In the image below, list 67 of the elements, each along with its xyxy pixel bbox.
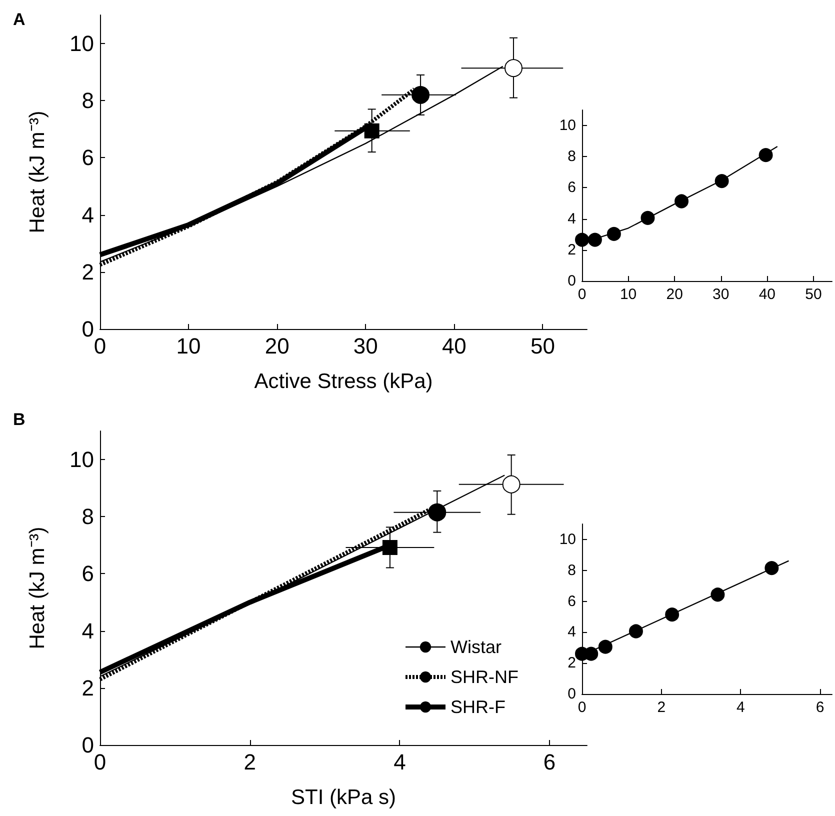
- y-tick-label: 4: [568, 624, 576, 641]
- point: [665, 608, 680, 622]
- x-tick-label: 50: [530, 334, 555, 358]
- y-tick-label: 8: [82, 504, 94, 530]
- x-tick-label: 40: [758, 286, 776, 303]
- y-tick-label: 10: [559, 530, 576, 548]
- point: [382, 540, 398, 555]
- point: [504, 59, 523, 78]
- y-tick-label: 6: [82, 561, 94, 586]
- x-tick-label: 4: [394, 750, 406, 774]
- y-tick-label: 8: [82, 88, 94, 114]
- point: [628, 624, 643, 638]
- y-tick-label: 8: [568, 148, 576, 166]
- point: [588, 232, 602, 247]
- x-tick-label: 10: [176, 334, 201, 358]
- y-axis-title: Heat (kJ m⁻³): [26, 526, 49, 650]
- x-tick-label: 2: [244, 750, 256, 774]
- y-tick-label: 4: [82, 202, 94, 228]
- legend-label: SHR-NF: [450, 667, 518, 687]
- point: [640, 210, 655, 225]
- point: [674, 194, 689, 208]
- y-tick-label: 6: [568, 592, 576, 610]
- x-tick-label: 20: [666, 286, 683, 303]
- y-tick-label: 0: [568, 686, 576, 702]
- y-tick-label: 10: [559, 117, 576, 134]
- y-tick-label: 2: [568, 654, 576, 672]
- point: [598, 640, 612, 654]
- y-tick-label: 4: [568, 210, 576, 228]
- point: [764, 561, 779, 576]
- point: [412, 86, 430, 104]
- y-tick-label: 6: [568, 179, 576, 196]
- point: [428, 503, 446, 522]
- chart-title: A: [13, 10, 26, 29]
- x-tick-label: 4: [736, 699, 745, 716]
- y-tick-label: 8: [568, 562, 576, 579]
- x-tick-label: 40: [442, 334, 466, 358]
- y-tick-label: 10: [70, 447, 94, 472]
- point: [502, 475, 520, 494]
- y-tick-label: 4: [82, 618, 94, 644]
- point: [575, 232, 589, 247]
- point: [606, 226, 621, 241]
- x-axis-title: STI (kPa s): [290, 786, 396, 809]
- x-tick-label: 10: [620, 286, 637, 303]
- point: [364, 123, 380, 138]
- point: [714, 174, 729, 188]
- legend-label: Wistar: [450, 637, 502, 657]
- x-tick-label: 2: [657, 699, 666, 716]
- x-tick-label: 6: [543, 750, 556, 774]
- y-tick-label: 10: [70, 31, 94, 56]
- y-tick-label: 2: [82, 675, 94, 700]
- y-tick-label: 2: [82, 259, 94, 284]
- y-tick-label: 0: [82, 316, 94, 342]
- point: [758, 148, 773, 162]
- x-tick-label: 6: [816, 699, 824, 716]
- x-tick-label: 30: [712, 286, 730, 303]
- y-tick-label: 6: [82, 145, 94, 170]
- y-tick-label: 0: [82, 732, 94, 758]
- point: [710, 588, 725, 602]
- chart-title: B: [13, 410, 26, 429]
- x-tick-label: 20: [264, 334, 290, 358]
- y-axis-title: Heat (kJ m⁻³): [26, 110, 49, 234]
- legend-label: SHR-F: [450, 697, 506, 717]
- y-tick-label: 2: [568, 241, 576, 258]
- x-tick-label: 30: [353, 334, 378, 358]
- x-axis-title: Active Stress (kPa): [254, 370, 433, 393]
- x-tick-label: 50: [805, 286, 822, 303]
- y-tick-label: 0: [568, 272, 576, 290]
